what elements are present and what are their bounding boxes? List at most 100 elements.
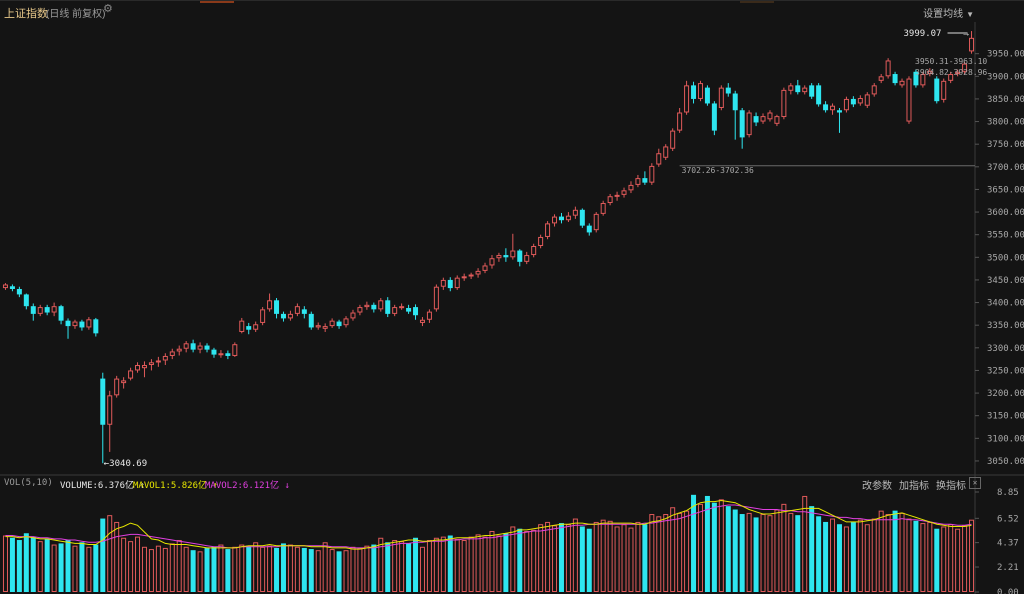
candle-body-down (836, 110, 842, 113)
candle-body-up (489, 258, 495, 266)
candle-body-up (267, 300, 273, 310)
volume-bar-up (864, 524, 870, 592)
price-tick-label: 3900.00 (987, 72, 1024, 82)
candle-body-up (329, 320, 335, 327)
candle-body-up (864, 94, 870, 106)
price-tick-label: 3150.00 (987, 412, 1024, 422)
volume-bar-up (239, 544, 245, 592)
candle-body-down (823, 104, 829, 111)
candle-body-up (218, 353, 224, 356)
volume-bar-up (141, 546, 147, 592)
chart-subtitle: (日线 前复权) (46, 9, 106, 20)
candle-body-up (538, 236, 544, 246)
volume-bar-down (739, 514, 745, 592)
candle-body-up (454, 277, 460, 289)
candle-body-up (663, 146, 669, 158)
volume-ma2-value: MAVOL2:6.121亿 ↓ (205, 478, 290, 491)
candle-body-down (809, 85, 815, 97)
candle-body-up (37, 307, 43, 314)
candle-body-up (670, 130, 676, 149)
candle-body-down (336, 321, 342, 327)
volume-bar-up (718, 499, 724, 592)
volume-bar-up (684, 510, 690, 593)
volume-bar-up (649, 514, 655, 592)
candle-body-up (2, 284, 8, 289)
volume-bar-down (753, 517, 759, 592)
volume-bar-up (51, 544, 57, 592)
candle-body-down (23, 294, 29, 307)
volume-bar-up (343, 550, 349, 592)
candle-body-up (878, 76, 884, 81)
volume-bar-up (454, 538, 460, 592)
volume-bar-down (280, 543, 286, 592)
arrow-down-icon: ↓ (284, 481, 290, 491)
candle-body-down (725, 87, 731, 94)
volume-bar-down (586, 528, 592, 592)
volume-bar-down (691, 494, 697, 592)
candle-body-up (524, 255, 530, 262)
volume-bar-up (593, 521, 599, 592)
volume-bar-down (308, 549, 314, 592)
volume-indicator-name: VOL(5,10) (4, 478, 53, 488)
candle-body-up (649, 165, 655, 183)
candle-body-up (86, 319, 92, 328)
gear-icon[interactable]: ⚙ (103, 3, 113, 15)
volume-bar-down (732, 509, 738, 592)
volume-bar-up (322, 542, 328, 592)
volume-bar-up (107, 515, 113, 592)
level-label: 3702.26-3702.36 (682, 166, 754, 175)
volume-tick-label: 4.37 (997, 539, 1019, 549)
volume-bar-down (211, 546, 217, 592)
candle-body-up (545, 223, 551, 237)
volume-bar-up (920, 523, 926, 592)
volume-bar-up (489, 530, 495, 592)
volume-bar-down (836, 524, 842, 592)
candle-body-up (531, 246, 537, 256)
volume-bar-up (871, 518, 877, 592)
volume-bar-down (558, 523, 564, 592)
candle-body-up (419, 319, 425, 323)
candle-body-up (621, 190, 627, 195)
volume-bar-up (287, 544, 293, 592)
candle-body-down (642, 178, 648, 183)
volume-bar-up (510, 526, 516, 592)
ma-settings-button[interactable]: 设置均线 ▼ (923, 5, 974, 20)
arrow-up-icon: ↑ (139, 481, 145, 491)
price-tick-label: 3050.00 (987, 457, 1024, 467)
high-price-label: 3999.07 (904, 29, 942, 39)
candle-body-down (739, 110, 745, 138)
volume-bar-down (225, 549, 231, 592)
add-indicator-button[interactable]: 加指标 (899, 481, 929, 492)
volume-header: VOL(5,10) VOLUME:6.376亿 ↑ MAVOL1:5.826亿 … (0, 476, 1024, 492)
price-tick-label: 3750.00 (987, 140, 1024, 150)
volume-bar-up (121, 537, 127, 592)
candle-body-down (503, 255, 509, 258)
volume-bar-up (830, 518, 836, 592)
candle-body-up (107, 395, 113, 425)
volume-bar-down (93, 544, 99, 592)
volume-bar-down (371, 544, 377, 592)
volume-bar-up (565, 524, 571, 592)
candle-body-down (586, 225, 592, 233)
candle-body-up (684, 85, 690, 113)
candle-body-up (176, 348, 182, 352)
volume-bar-down (58, 543, 64, 592)
close-icon[interactable]: ✕ (969, 477, 981, 489)
volume-bar-down (816, 516, 822, 592)
candle-body-up (392, 307, 398, 314)
candle-body-down (447, 279, 453, 289)
switch-indicator-button[interactable]: 换指标 (936, 481, 966, 492)
candle-body-up (357, 307, 363, 313)
volume-bar-down (413, 537, 419, 592)
volume-bar-up (329, 549, 335, 592)
volume-bar-up (635, 521, 641, 592)
volume-bar-up (86, 546, 92, 592)
candle-body-up (315, 325, 321, 328)
candle-body-up (927, 70, 933, 75)
volume-bar-up (399, 541, 405, 592)
change-params-button[interactable]: 改参数 (862, 481, 892, 492)
volume-bar-up (524, 530, 530, 592)
candle-body-up (510, 250, 516, 258)
